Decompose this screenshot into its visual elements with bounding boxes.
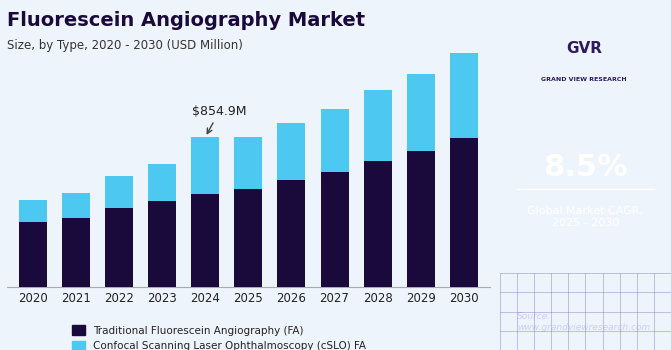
Bar (277, 180, 305, 287)
Bar (148, 201, 176, 287)
Text: GRAND VIEW RESEARCH: GRAND VIEW RESEARCH (541, 77, 627, 82)
Bar (321, 172, 348, 287)
Bar (148, 164, 176, 201)
Text: $854.9M: $854.9M (192, 105, 247, 134)
Bar (19, 199, 46, 222)
Bar (321, 108, 348, 172)
Bar (191, 137, 219, 194)
Bar (450, 52, 478, 138)
Bar (62, 218, 90, 287)
Bar (105, 208, 133, 287)
Bar (105, 176, 133, 208)
Bar (407, 150, 435, 287)
Bar (19, 222, 46, 287)
Text: GVR: GVR (566, 41, 602, 56)
Text: Size, by Type, 2020 - 2030 (USD Million): Size, by Type, 2020 - 2030 (USD Million) (7, 38, 243, 51)
Bar (364, 90, 392, 161)
Bar (450, 138, 478, 287)
Bar (277, 122, 305, 180)
Text: Fluorescein Angiography Market: Fluorescein Angiography Market (7, 10, 365, 29)
Text: Global Market CAGR,
2025 - 2030: Global Market CAGR, 2025 - 2030 (527, 206, 643, 228)
Bar (407, 74, 435, 150)
Bar (62, 193, 90, 218)
Bar (234, 189, 262, 287)
Legend: Traditional Fluorescein Angiography (FA), Confocal Scanning Laser Ophthalmoscopy: Traditional Fluorescein Angiography (FA)… (68, 321, 370, 350)
Bar (364, 161, 392, 287)
Text: 8.5%: 8.5% (543, 154, 628, 182)
Bar (191, 194, 219, 287)
Text: Source:
www.grandviewresearch.com: Source: www.grandviewresearch.com (517, 312, 650, 332)
Bar (234, 137, 262, 189)
